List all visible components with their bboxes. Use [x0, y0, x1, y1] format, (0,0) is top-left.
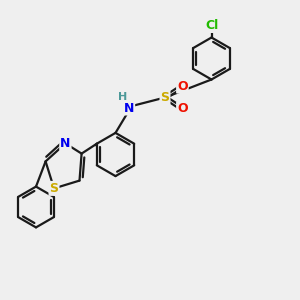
Text: H: H: [118, 92, 127, 103]
Text: Cl: Cl: [205, 19, 218, 32]
Text: S: S: [160, 91, 169, 104]
Text: O: O: [177, 80, 188, 93]
Text: N: N: [124, 101, 134, 115]
Text: S: S: [50, 182, 58, 195]
Text: N: N: [60, 137, 70, 150]
Text: O: O: [177, 102, 188, 116]
